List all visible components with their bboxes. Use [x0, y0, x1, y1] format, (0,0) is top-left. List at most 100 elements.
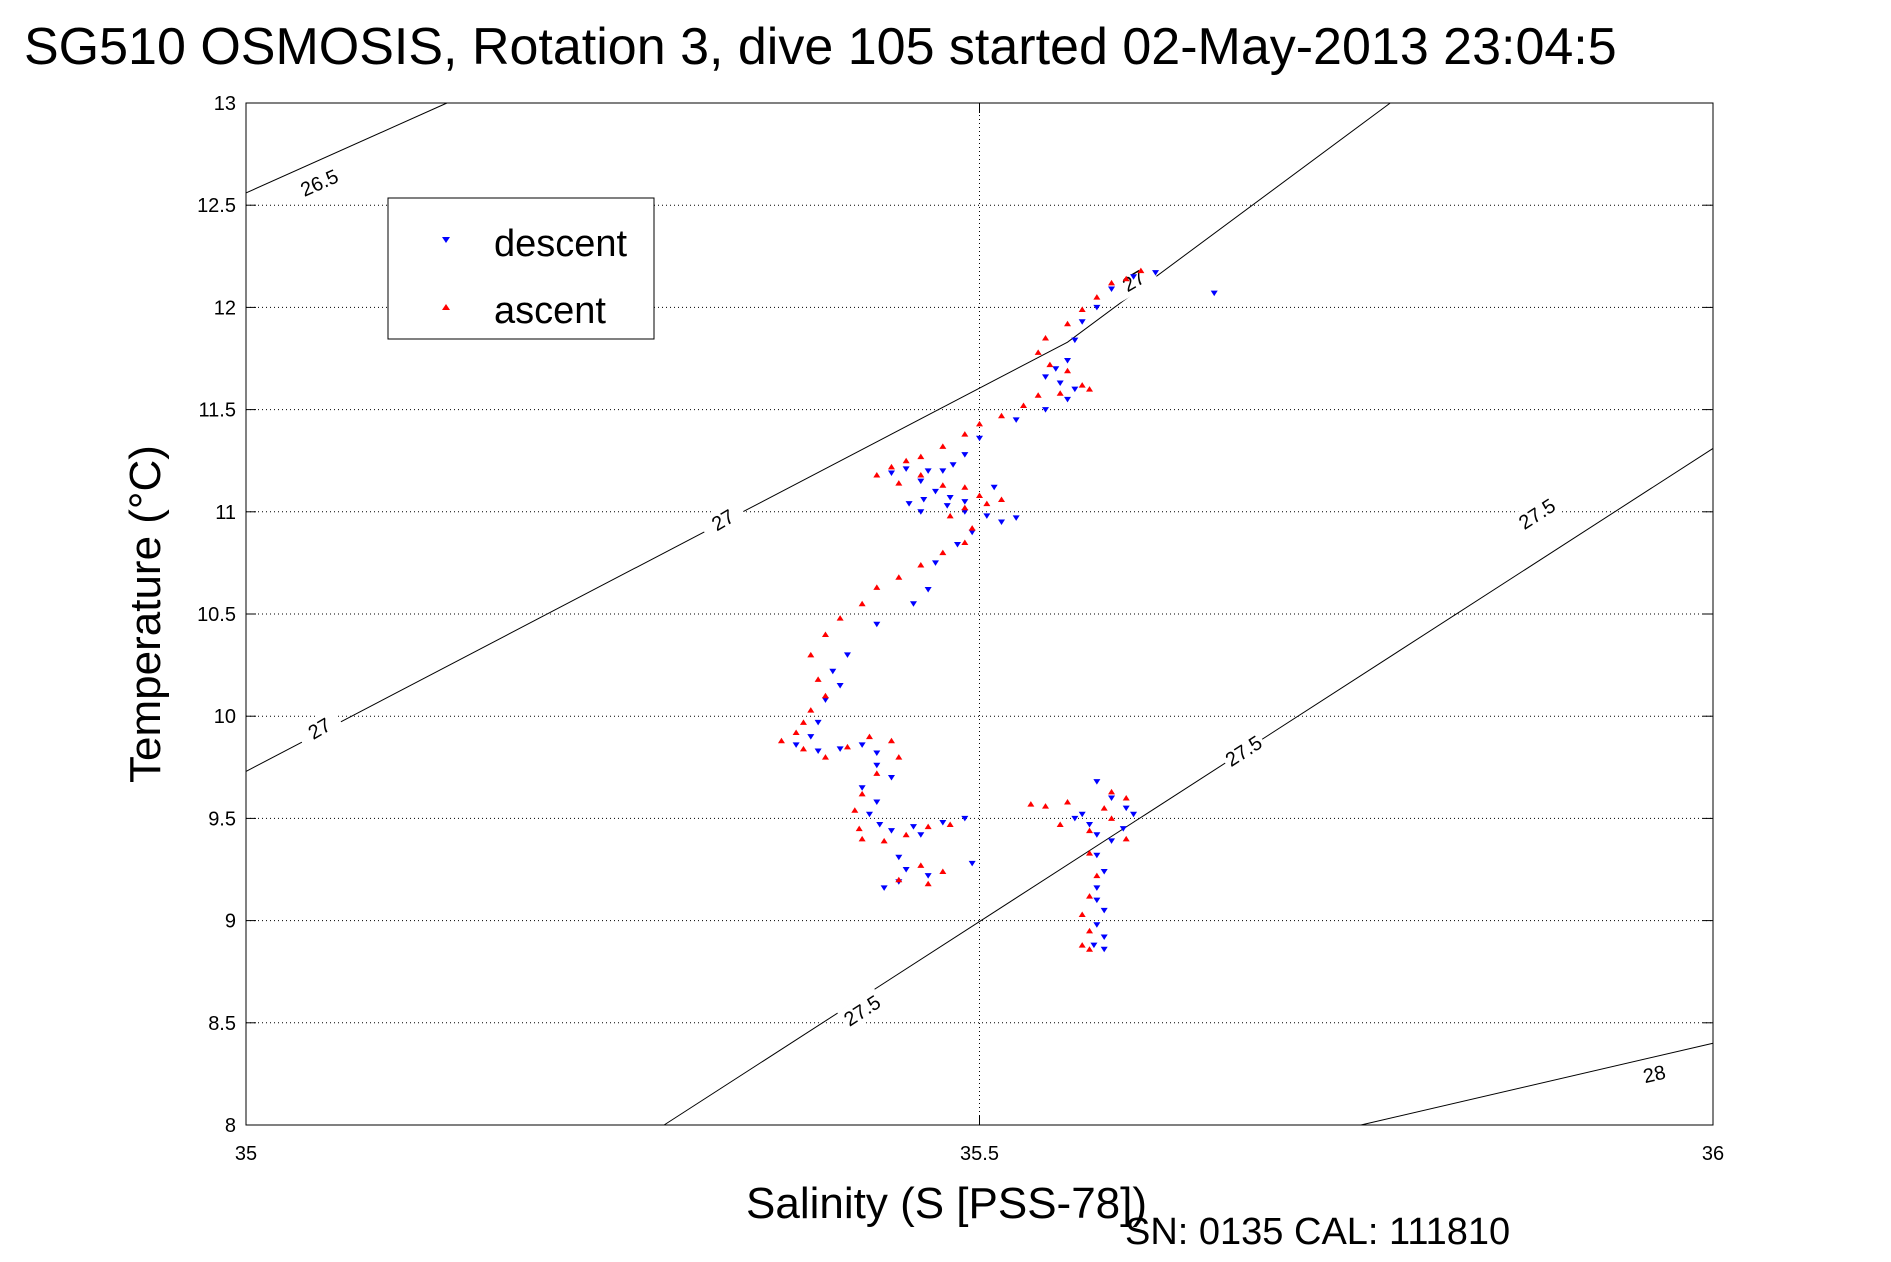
- x-tick-label: 36: [1702, 1143, 1724, 1165]
- descent-point: [946, 494, 954, 501]
- descent-point: [1056, 380, 1064, 387]
- descent-point: [976, 435, 983, 442]
- descent-point: [1078, 319, 1086, 325]
- ascent-point: [983, 500, 991, 507]
- ascent-point: [895, 480, 903, 486]
- descent-point: [902, 867, 910, 873]
- descent-point: [1122, 805, 1130, 812]
- y-tick-label: 9.5: [208, 808, 236, 830]
- contour-label-bg: [837, 988, 888, 1033]
- descent-point: [968, 529, 976, 536]
- descent-point: [998, 519, 1006, 526]
- axis-ticks: 35 35.5 36 8 8.5 9 9.5 10 10.5 11 11.5 12 12.5 13: [197, 93, 1724, 1165]
- descent-point: [939, 468, 947, 474]
- descent-point: [1012, 417, 1020, 423]
- legend-box: [387, 197, 655, 340]
- descent-point: [873, 621, 881, 628]
- descent-point: [917, 478, 925, 485]
- ascent-point: [1056, 390, 1064, 396]
- descent-point: [961, 815, 969, 822]
- descent-point: [1108, 838, 1116, 844]
- ascent-point: [1086, 946, 1094, 952]
- y-tick-label: 10: [214, 706, 236, 728]
- ascent-point: [976, 420, 983, 427]
- y-tick-label: 11.5: [199, 400, 236, 422]
- ascent-point: [858, 600, 866, 607]
- descent-point: [1100, 907, 1108, 914]
- ascent-point: [1122, 794, 1130, 801]
- descent-point: [917, 832, 925, 838]
- ascent-point: [917, 561, 925, 568]
- descent-point: [1042, 407, 1050, 413]
- descent-point: [939, 819, 947, 826]
- descent-point: [961, 509, 969, 515]
- ascent-point: [821, 631, 829, 637]
- descent-point: [1119, 826, 1127, 832]
- descent-point: [1108, 286, 1116, 293]
- ascent-point: [895, 876, 903, 883]
- ascent-point: [976, 492, 983, 498]
- y-tick-label: 9: [225, 911, 236, 933]
- descent-point: [1071, 386, 1079, 393]
- descent-point: [858, 785, 866, 791]
- ascent-point: [843, 743, 851, 750]
- ascent-point: [1086, 927, 1094, 934]
- ascent-point: [777, 737, 785, 744]
- descent-point: [1093, 779, 1101, 785]
- y-tick-label: 8.5: [208, 1013, 236, 1035]
- descent-point: [814, 719, 822, 726]
- descent-point: [961, 499, 969, 505]
- ascent-point: [1137, 267, 1145, 274]
- ascent-point: [807, 651, 815, 658]
- contour-label-bg: [294, 707, 345, 750]
- descent-point: [924, 586, 932, 593]
- descent-point: [909, 601, 917, 607]
- ascent-point: [968, 525, 976, 531]
- descent-point: [905, 501, 913, 507]
- ascent-point: [1108, 279, 1116, 286]
- y-tick-label: 12.5: [197, 195, 236, 217]
- contour-label-bg: [1108, 259, 1159, 303]
- descent-point: [1078, 811, 1086, 818]
- serial-calibration-text: SN: 0135 CAL: 111810: [1125, 1211, 1510, 1253]
- ascent-point: [873, 472, 881, 478]
- ascent-point: [1093, 872, 1101, 879]
- ascent-point: [799, 745, 807, 752]
- ascent-point: [1078, 911, 1086, 917]
- descent-point: [1210, 290, 1218, 297]
- ascent-point: [1056, 821, 1064, 828]
- chart-title: SG510 OSMOSIS, Rotation 3, dive 105 star…: [24, 18, 1617, 76]
- descent-point: [931, 488, 939, 495]
- descent-point: [829, 668, 837, 675]
- descent-point: [924, 873, 932, 879]
- descent-point: [1152, 270, 1160, 276]
- ascent-point: [917, 453, 925, 460]
- descent-point: [1093, 922, 1101, 928]
- ascent-point: [858, 835, 866, 842]
- ascent-point: [1108, 788, 1116, 795]
- descent-point: [836, 746, 844, 752]
- contour-label-bg: [294, 162, 345, 203]
- ascent-point: [1122, 275, 1130, 282]
- ascent-point: [880, 837, 888, 844]
- descent-point: [1071, 815, 1079, 822]
- ascent-point: [939, 482, 947, 488]
- legend-descent-label: descent: [494, 223, 628, 265]
- ascent-point: [917, 862, 925, 868]
- descent-point: [1108, 795, 1116, 801]
- ascent-point: [1078, 382, 1086, 388]
- contour-label-bg: [697, 498, 748, 542]
- descent-point: [1100, 869, 1108, 875]
- ascent-point: [1046, 361, 1054, 368]
- descent-point: [1093, 897, 1101, 904]
- ascent-point: [1064, 799, 1072, 805]
- ascent-point: [902, 831, 910, 838]
- series-descent: [792, 270, 1218, 953]
- descent-point: [1064, 396, 1072, 403]
- ascent-point: [998, 496, 1006, 503]
- descent-point: [1100, 934, 1108, 940]
- density-contour-28: [1360, 1042, 1714, 1126]
- ascent-point: [1122, 835, 1130, 842]
- contour-label-28: 28: [1641, 1062, 1668, 1088]
